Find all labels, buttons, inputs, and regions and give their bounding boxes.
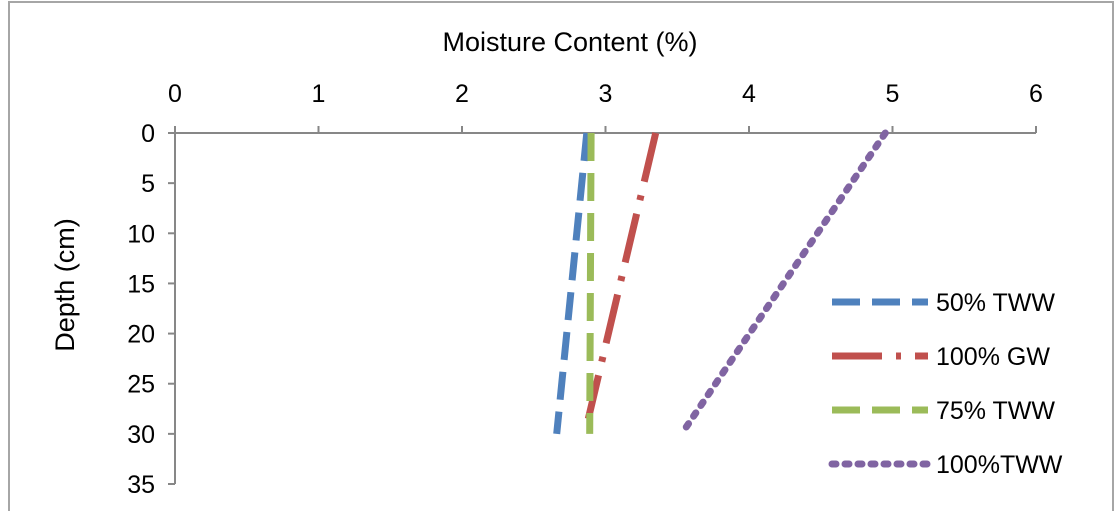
y-tick-label: 15 — [127, 270, 155, 298]
y-tick-label: 0 — [141, 120, 155, 148]
y-tick-label: 5 — [141, 170, 155, 198]
legend-label-3: 75% TWW — [936, 397, 1055, 425]
series-line-4 — [678, 129, 889, 438]
y-axis-title: Depth (cm) — [50, 218, 80, 352]
legend-label-1: 50% TWW — [936, 289, 1055, 317]
legend-label-4: 100%TWW — [936, 451, 1063, 479]
series-line-3 — [586, 132, 595, 434]
series-line-2 — [584, 132, 660, 420]
x-tick-label: 2 — [455, 80, 469, 108]
axes: 0 1 2 3 4 5 6 0 5 10 15 20 25 30 35 — [127, 80, 1043, 499]
y-tick-label: 30 — [127, 421, 155, 449]
x-tick-label: 4 — [742, 80, 756, 108]
series-lines — [553, 129, 889, 438]
x-tick-label: 0 — [168, 80, 182, 108]
y-tick-label: 10 — [127, 220, 155, 248]
x-tick-label: 1 — [312, 80, 326, 108]
y-tick-label: 20 — [127, 321, 155, 349]
legend: 50% TWW 100% GW 75% TWW 100%TWW — [828, 289, 1063, 479]
chart-border — [8, 1, 1114, 516]
legend-label-2: 100% GW — [936, 343, 1050, 371]
y-tick-label: 35 — [127, 471, 155, 499]
x-tick-label: 5 — [886, 80, 900, 108]
y-tick-label: 25 — [127, 371, 155, 399]
x-tick-label: 3 — [599, 80, 613, 108]
series-line-1 — [553, 132, 591, 435]
x-axis-title: Moisture Content (%) — [442, 27, 697, 57]
x-tick-label: 6 — [1029, 80, 1043, 108]
